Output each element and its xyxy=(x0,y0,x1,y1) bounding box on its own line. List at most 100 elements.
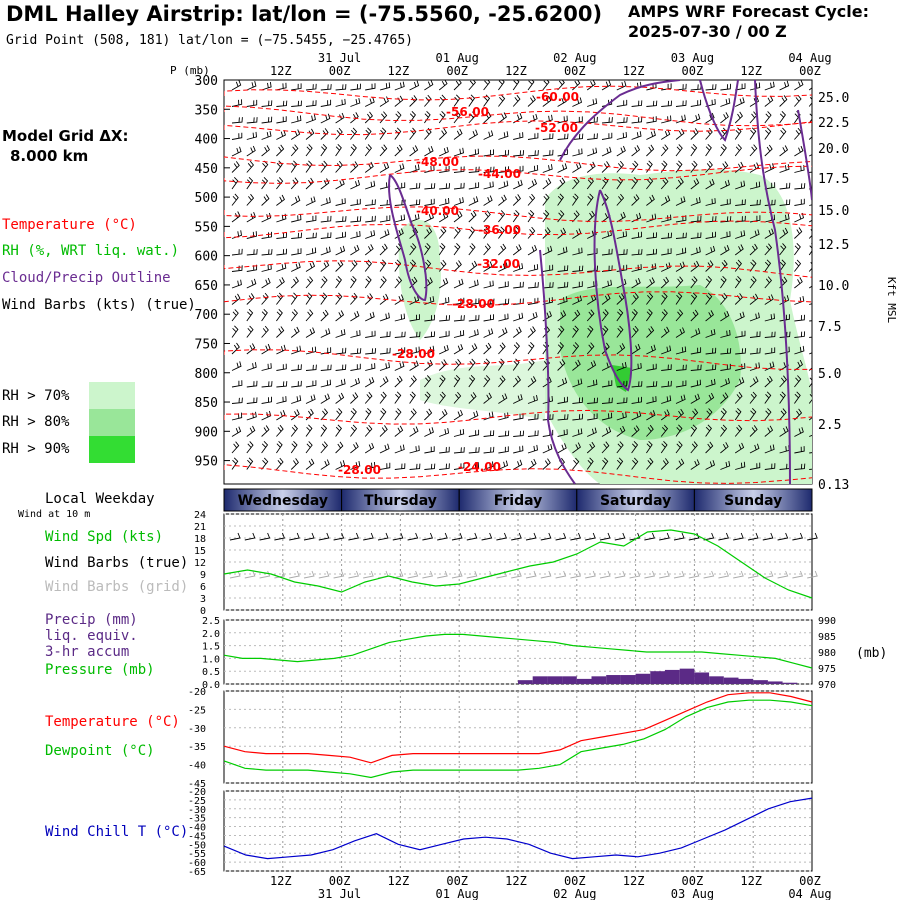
wind-barb xyxy=(231,397,243,404)
wind-barb xyxy=(542,458,551,470)
wind-barb xyxy=(305,309,314,322)
precip-bar xyxy=(532,676,548,684)
wind-barb xyxy=(394,361,405,371)
wind-barb xyxy=(557,193,564,206)
dewpoint-line xyxy=(223,699,813,779)
wind-barb xyxy=(513,445,524,454)
wind-ytick-label: 9 xyxy=(200,570,206,581)
wind-barb-true xyxy=(733,532,744,541)
wind-barb xyxy=(291,115,302,124)
wind-barb xyxy=(601,117,613,124)
top-hour-label: 00Z xyxy=(564,64,586,78)
rh-bin-70-swatch xyxy=(89,382,135,409)
model-grid-resolution: Model Grid ΔX: 8.000 km xyxy=(2,126,129,166)
pressure-tick-label: 650 xyxy=(195,279,218,294)
wind-chill-line xyxy=(223,797,813,860)
wind-barb xyxy=(572,309,581,322)
wind-barb-grid xyxy=(733,570,744,579)
wind-barb xyxy=(394,425,404,437)
wind-barb xyxy=(720,112,729,124)
wind-barb xyxy=(705,160,713,173)
wind-barb xyxy=(365,363,376,371)
wind-barb xyxy=(424,331,436,338)
wind-barb xyxy=(439,315,451,322)
wind-barb xyxy=(291,232,303,239)
wind-barb xyxy=(720,460,731,470)
legend-rh: RH (%, WRT liq. wat.) xyxy=(2,243,180,259)
wind-barb xyxy=(305,261,316,272)
wind-barb xyxy=(320,379,331,388)
wind-barb xyxy=(720,348,732,355)
wind-barb-true xyxy=(303,532,315,541)
height-tick-label: 10.0 xyxy=(818,279,849,294)
precip-ytick-label: 2.5 xyxy=(202,616,220,627)
pressure-unit-label: (mb) xyxy=(856,646,887,661)
wind-barb xyxy=(350,275,357,289)
wind-barb xyxy=(453,297,465,305)
wind-barb xyxy=(572,193,579,206)
wind-barb xyxy=(291,100,302,107)
wind-barb-grid xyxy=(407,570,419,579)
wind-barb xyxy=(764,391,772,404)
wind-barb xyxy=(601,161,610,173)
wind-barb xyxy=(290,440,298,454)
wind-barb xyxy=(705,392,715,404)
grid-point-subtitle: Grid Point (508, 181) lat/lon = (−75.545… xyxy=(6,33,413,48)
wind-barb xyxy=(587,116,598,124)
temperature-line xyxy=(223,692,813,764)
wind-barb xyxy=(749,276,757,289)
precip-bar xyxy=(635,673,651,684)
wind-barb xyxy=(379,276,387,289)
precip-bar xyxy=(606,675,621,684)
wind-barb xyxy=(527,244,538,256)
wind-barb-grid xyxy=(629,570,641,579)
wind-barb xyxy=(675,408,684,421)
wind-barb xyxy=(705,84,717,91)
wind-barb xyxy=(409,243,417,256)
wind-barb xyxy=(513,132,524,140)
wind-barb-true xyxy=(718,532,730,541)
wind-barb xyxy=(661,232,673,239)
wind-barb xyxy=(542,133,554,140)
wind-barb xyxy=(660,458,669,470)
wind-barb xyxy=(409,295,420,305)
wind-barb xyxy=(631,292,639,305)
wind-barb xyxy=(705,231,716,239)
wind-barb xyxy=(335,216,347,223)
temperature-contour-line xyxy=(224,409,812,425)
wind-barb xyxy=(365,199,376,206)
wind-barb-true xyxy=(747,532,759,541)
wind-barb xyxy=(794,227,803,239)
wind-barb xyxy=(646,308,653,322)
wind-barb xyxy=(276,248,288,256)
wind-barb xyxy=(779,243,787,256)
rh-bin-80-swatch xyxy=(89,409,135,436)
rh-80-region xyxy=(560,285,741,440)
wind-barb xyxy=(350,112,359,124)
wind-barb xyxy=(261,457,269,470)
wind-barb xyxy=(587,147,598,157)
wind-barb xyxy=(557,227,567,239)
wind-barb xyxy=(498,180,509,190)
wind-barb xyxy=(690,292,698,305)
temp-ytick-label: -20 xyxy=(188,687,206,698)
wind-barb xyxy=(276,396,287,404)
wind-barb-true xyxy=(451,532,463,541)
wind-barb xyxy=(498,281,509,289)
wind-barb xyxy=(601,412,613,421)
wind-barb xyxy=(261,145,270,157)
pressure-tick-label: 400 xyxy=(195,133,218,148)
wind-barb xyxy=(661,83,672,91)
wind-barb xyxy=(735,180,746,190)
weekday-title: Local Weekday xyxy=(45,491,155,507)
pressure-ytick-label: 975 xyxy=(818,664,836,675)
wind-10m-header: Wind at 10 m xyxy=(18,509,91,520)
cloud-outline-4 xyxy=(559,80,681,161)
wind-barb-true xyxy=(777,532,789,541)
wind-barb xyxy=(705,408,713,421)
wind-barb xyxy=(572,177,580,190)
wind-barb xyxy=(468,298,480,305)
wind-barb xyxy=(483,130,494,140)
